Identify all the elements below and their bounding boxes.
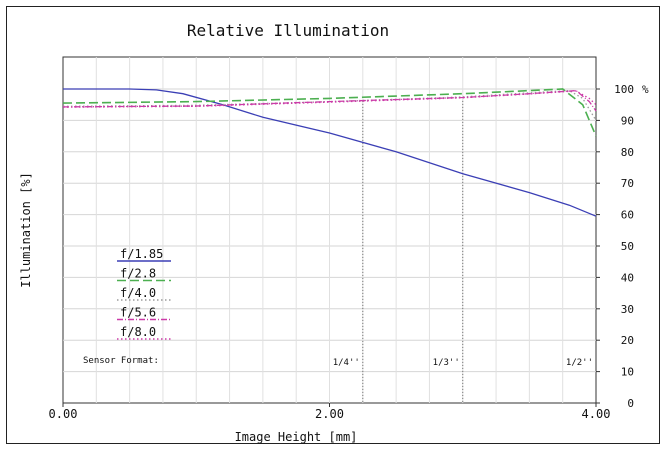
y-tick-label: 10	[621, 366, 634, 379]
series-layer	[62, 88, 597, 217]
y-tick-label: 70	[621, 177, 634, 190]
y-axis-label: Illumination [%]	[19, 172, 33, 288]
y-tick-label: 30	[621, 303, 634, 316]
sensor-format-marker: 1/4''	[333, 358, 360, 368]
y-tick-label: 60	[621, 209, 634, 222]
y-tick-label: 90	[621, 114, 634, 127]
x-tick-label: 2.00	[315, 407, 344, 421]
y-tick-label: 20	[621, 334, 634, 347]
y-tick-label: 40	[621, 271, 634, 284]
x-axis-label: Image Height [mm]	[235, 430, 358, 444]
x-tick-label: 0.00	[49, 407, 78, 421]
sensor-format-marker: 1/3''	[433, 358, 460, 368]
sensor-format-markers: Sensor Format: 1/4'' 1/3'' 1/2''	[83, 100, 593, 403]
sensor-format-label: Sensor Format:	[83, 356, 159, 366]
series-line-f-4-0	[62, 89, 597, 121]
legend-label: f/8.0	[120, 325, 156, 339]
axes: 0 10 20 30 40 50 60 70 80 90 100 % 0.00 2.00 4.00	[49, 83, 649, 421]
x-tick-label: 4.00	[582, 407, 611, 421]
y-tick-label: 50	[621, 240, 634, 253]
legend-label: f/2.8	[120, 267, 156, 281]
series-line-f-1-85	[63, 88, 597, 217]
legend-label: f/5.6	[120, 306, 156, 320]
y-tick-label: 100	[614, 83, 634, 96]
series-line-f-8-0	[62, 90, 597, 108]
y-tick-label: 80	[621, 146, 634, 159]
legend-label: f/4.0	[120, 286, 156, 300]
y-tick-label: 0	[627, 397, 634, 410]
grid	[63, 57, 596, 403]
series-line-f-2-8	[62, 88, 597, 137]
y-unit-label: %	[642, 83, 649, 96]
sensor-format-marker: 1/2''	[566, 358, 593, 368]
legend-label: f/1.85	[120, 247, 163, 261]
legend: f/1.85 f/2.8 f/4.0 f/5.6 f/8.0	[117, 247, 171, 340]
chart-title: Relative Illumination	[187, 21, 389, 40]
